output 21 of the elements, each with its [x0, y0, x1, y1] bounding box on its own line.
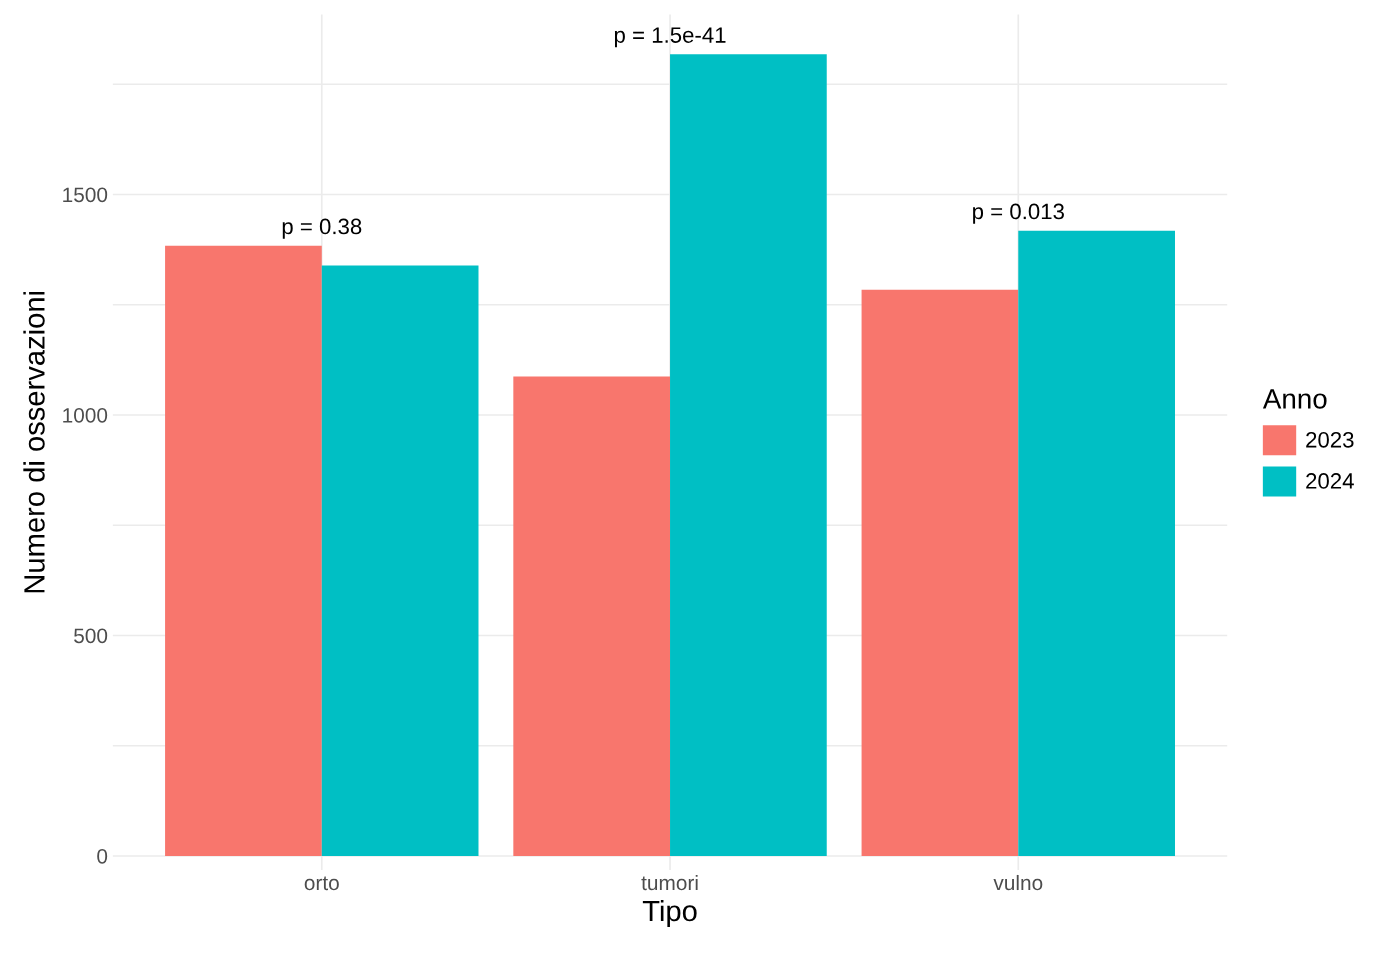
bar — [165, 245, 322, 856]
legend-label: 2024 — [1306, 473, 1354, 489]
x-tick-label: tumori — [641, 874, 698, 891]
y-tick-label: 500 — [74, 628, 108, 644]
y-tick-label: 1500 — [63, 187, 108, 203]
bar — [321, 265, 479, 856]
annotation: p = 1.5e-41 — [614, 27, 726, 48]
x-tick-label: vulno — [993, 874, 1043, 891]
bar — [861, 289, 1019, 856]
legend-title: Anno — [1262, 389, 1327, 409]
bar — [670, 54, 827, 856]
annotation: p = 0.013 — [973, 203, 1064, 224]
annotation: p = 0.38 — [282, 218, 362, 239]
legend-label: 2023 — [1306, 431, 1354, 448]
y-tick-label: 1000 — [63, 407, 108, 423]
bar — [513, 376, 671, 856]
bar — [1018, 230, 1175, 856]
y-tick-label: 0 — [97, 848, 108, 864]
x-tick-label: orto — [304, 876, 339, 891]
y-axis-title: Numero di osservazioni — [23, 291, 45, 593]
x-axis-title: Tipo — [642, 899, 697, 928]
